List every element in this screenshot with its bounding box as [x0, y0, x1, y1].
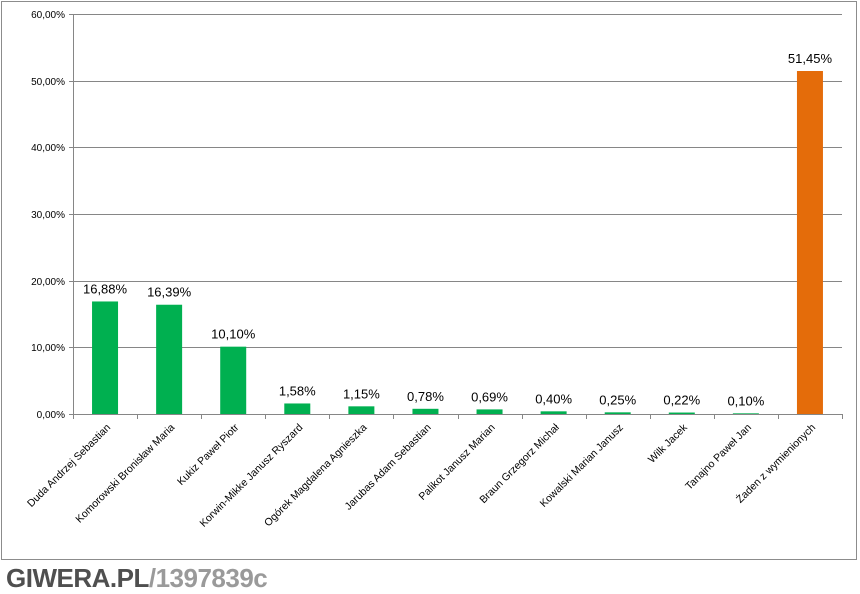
bar	[668, 412, 695, 414]
bar	[412, 408, 439, 414]
data-label: 51,45%	[788, 51, 833, 66]
data-label: 0,25%	[599, 392, 636, 407]
x-tick-label: Tanajno Paweł Jan	[683, 422, 754, 493]
x-tick-label: Ogórek Magdalena Agnieszka	[262, 422, 370, 530]
data-label: 0,22%	[663, 393, 700, 408]
data-label: 0,78%	[407, 389, 444, 404]
data-label: 10,10%	[211, 327, 256, 342]
watermark-site: GIWERA.PL	[6, 563, 149, 593]
data-label: 1,58%	[279, 383, 316, 398]
x-tick-label: Korwin-Mikke Janusz Ryszard	[197, 422, 305, 530]
chart-frame	[1, 1, 857, 560]
bar	[476, 409, 503, 414]
y-tick-label: 40,00%	[31, 143, 65, 154]
bar	[732, 413, 759, 414]
bar	[348, 406, 375, 414]
x-tick-label: Wilk Jacek	[646, 421, 690, 465]
y-tick-label: 60,00%	[31, 10, 65, 21]
bar	[92, 301, 119, 414]
y-tick-label: 0,00%	[37, 410, 65, 421]
watermark: GIWERA.PL/1397839c	[6, 563, 268, 593]
y-tick-label: 50,00%	[31, 77, 65, 88]
watermark-id: /1397839c	[148, 563, 268, 593]
x-tick-label: Kukiz Paweł Piotr	[175, 421, 242, 488]
data-label: 1,15%	[343, 386, 380, 401]
data-label: 16,88%	[83, 281, 128, 296]
data-label: 16,39%	[147, 285, 192, 300]
bar	[796, 71, 823, 414]
data-label: 0,69%	[471, 389, 508, 404]
bar	[156, 304, 183, 414]
y-tick-label: 20,00%	[31, 277, 65, 288]
data-label: 0,10%	[727, 393, 764, 408]
y-tick-label: 10,00%	[31, 343, 65, 354]
y-tick-label: 30,00%	[31, 210, 65, 221]
bar	[540, 411, 567, 414]
bar	[604, 412, 631, 414]
data-label: 0,40%	[535, 391, 572, 406]
bar-chart: 0,00% 10,00% 20,00% 30,00% 40,00% 50,00% 60,00…	[25, 10, 843, 530]
bar	[284, 403, 311, 414]
bar	[220, 346, 247, 414]
